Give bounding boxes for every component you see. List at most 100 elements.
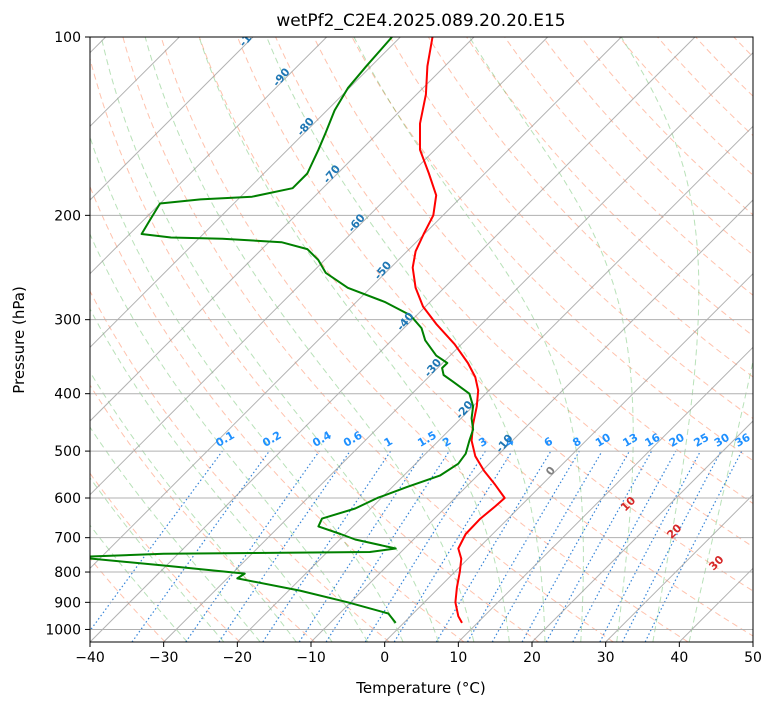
- dry-adiabat-label: 40: [752, 581, 772, 601]
- dry-adiabat: [466, 37, 753, 337]
- y-tick-label: 200: [54, 208, 81, 224]
- mixing-ratio-label: 0.6: [341, 429, 365, 450]
- moist-adiabat: [469, 37, 634, 642]
- isotherm: [90, 37, 696, 642]
- dry-adiabat: [427, 37, 753, 378]
- dry-adiabat: [90, 472, 241, 642]
- moist-adiabat-label: -40: [394, 310, 417, 334]
- isotherm: [457, 346, 753, 642]
- dry-adiabat: [695, 37, 753, 97]
- dry-adiabat: [90, 384, 316, 642]
- isotherm: [531, 420, 753, 642]
- isotherm: [90, 37, 254, 201]
- y-axis-title: Pressure (hPa): [10, 286, 28, 394]
- x-tick-label: 50: [744, 650, 762, 666]
- moist-adiabat: [90, 308, 333, 642]
- mixing-ratio-label: 0.4: [310, 429, 334, 450]
- grid-lines: [90, 37, 753, 642]
- moist-adiabat: [198, 37, 510, 642]
- series-lines: [90, 37, 506, 624]
- moist-adiabat-label: -100: [236, 20, 264, 50]
- x-axis: −40 −30 −20 −10 0 10 20 30 40 50: [75, 642, 762, 666]
- x-tick-label: 40: [670, 650, 688, 666]
- x-tick-label: 30: [597, 650, 615, 666]
- mixing-ratio-line: [325, 450, 450, 642]
- mixing-ratio-line: [521, 450, 631, 642]
- mixing-ratio-line: [90, 450, 223, 632]
- dry-adiabat: [657, 37, 753, 137]
- mixing-ratio-line: [435, 450, 552, 642]
- mixing-ratio-line: [644, 450, 743, 642]
- mixing-ratio-line: [218, 450, 351, 642]
- dry-adiabat: [160, 37, 689, 642]
- y-tick-label: 400: [54, 387, 81, 403]
- x-tick-label: −40: [75, 650, 105, 666]
- mixing-ratio-label: 10: [593, 431, 613, 450]
- mixing-ratio-label: 8: [570, 435, 583, 450]
- moist-adiabat: [353, 37, 584, 642]
- moist-adiabat: [620, 37, 700, 642]
- y-tick-label: 800: [54, 565, 81, 581]
- isotherm: [384, 272, 753, 642]
- moist-adiabat: [688, 358, 753, 642]
- dry-adiabat: [90, 290, 390, 642]
- temperature-line: [411, 37, 506, 624]
- moist-adiabat: [100, 37, 439, 642]
- x-tick-label: 0: [380, 650, 389, 666]
- isotherm: [90, 37, 475, 422]
- dry-adiabat: [351, 37, 753, 462]
- isotherm: [310, 199, 753, 642]
- mixing-ratio-label: 25: [692, 431, 712, 450]
- background-lines: [90, 37, 753, 642]
- moist-adiabat: [144, 37, 475, 642]
- mixing-ratio-line: [393, 450, 513, 642]
- dry-adiabat: [122, 37, 614, 642]
- y-tick-label: 300: [54, 313, 81, 329]
- moist-adiabat: [90, 476, 225, 642]
- y-tick-label: 100: [54, 30, 81, 46]
- mixing-ratio-label: 20: [667, 431, 687, 450]
- x-tick-label: 20: [523, 650, 541, 666]
- mixing-ratio-label: 16: [643, 431, 663, 450]
- mixing-ratio-label: 0.1: [213, 429, 236, 450]
- isotherm: [90, 37, 328, 275]
- moist-adiabat: [90, 232, 369, 642]
- isotherm: [90, 37, 549, 496]
- dewpoint-line: [90, 37, 475, 624]
- mixing-ratio-line: [621, 450, 722, 642]
- mixing-ratio-label: 36: [733, 431, 753, 450]
- mixing-ratio-label: 0.2: [260, 429, 283, 450]
- moist-adiabat-label: -70: [320, 162, 343, 186]
- dry-adiabat: [542, 37, 753, 256]
- y-axis: 100 200 300 400 500 600 700 800 900 1000: [45, 30, 90, 638]
- isotherm: [236, 125, 753, 642]
- x-tick-label: −20: [223, 650, 253, 666]
- dry-adiabat-label: 30: [706, 553, 726, 573]
- dry-adiabat: [198, 37, 753, 637]
- mixing-ratio-line: [131, 450, 270, 642]
- y-tick-label: 700: [54, 531, 81, 547]
- dry-adiabat: [237, 37, 753, 592]
- mixing-ratio-label: 13: [620, 431, 640, 450]
- mixing-ratio-line: [572, 450, 677, 642]
- mixing-ratio-line: [185, 450, 320, 642]
- y-tick-label: 900: [54, 595, 81, 611]
- chart-title: wetPf2_C2E4.2025.089.20.20.E15: [276, 11, 565, 31]
- moist-adiabat-label: -10: [493, 432, 516, 456]
- isotherm: [163, 51, 753, 642]
- dry-adiabat: [504, 37, 753, 296]
- moist-adiabat: [90, 426, 261, 642]
- moist-adiabat: [90, 135, 404, 642]
- dry-adiabat: [313, 37, 753, 505]
- line-labels: 0.1 0.2 0.4 0.6 1 1.5 2 3 4 6 8 10 13 16 20 25 30 36-100-…: [213, 20, 772, 601]
- mixing-ratio-label: 2: [440, 435, 453, 450]
- moist-adiabat: [90, 524, 188, 642]
- x-tick-label: −30: [149, 650, 179, 666]
- isotherm: [90, 37, 401, 349]
- plot-frame: [89, 36, 754, 643]
- isotherm: [605, 493, 753, 642]
- mixing-ratio-line: [298, 450, 425, 642]
- isotherm: [90, 37, 622, 570]
- dry-adiabat: [275, 37, 753, 548]
